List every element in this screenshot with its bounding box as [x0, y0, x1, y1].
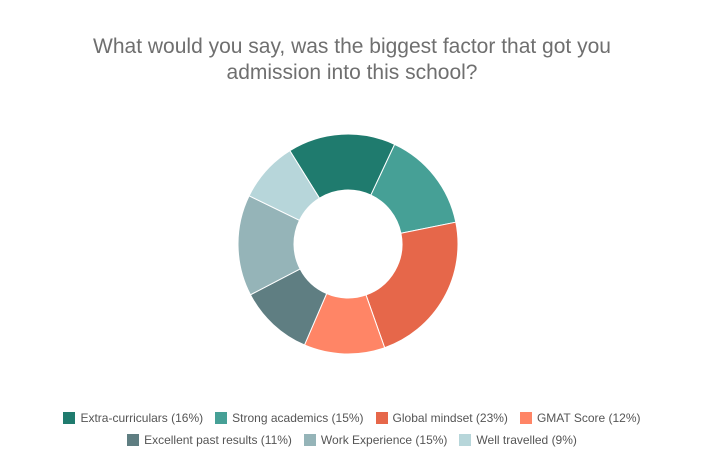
- legend-row-1: Extra-curriculars (16%) Strong academics…: [20, 407, 684, 429]
- legend-item-excellent-past-results[interactable]: Excellent past results (11%): [127, 433, 292, 447]
- legend-label-global-mindset: Global mindset (23%): [392, 411, 508, 425]
- chart-title: What would you say, was the biggest fact…: [40, 34, 664, 86]
- legend-swatch-excellent-past-results: [127, 434, 140, 446]
- slice-global-mindset[interactable]: [365, 221, 459, 349]
- chart-legend: Extra-curriculars (16%) Strong academics…: [20, 407, 684, 451]
- legend-label-excellent-past-results: Excellent past results (11%): [144, 433, 292, 447]
- legend-item-strong-academics[interactable]: Strong academics (15%): [215, 411, 364, 425]
- legend-label-gmat-score: GMAT Score (12%): [536, 411, 641, 425]
- legend-item-gmat-score[interactable]: GMAT Score (12%): [519, 411, 641, 425]
- legend-swatch-global-mindset: [375, 412, 388, 424]
- legend-swatch-strong-academics: [215, 412, 228, 424]
- legend-label-well-travelled: Well travelled (9%): [476, 433, 577, 447]
- legend-row-2: Excellent past results (11%) Work Experi…: [20, 429, 684, 451]
- legend-item-extra-curriculars[interactable]: Extra-curriculars (16%): [63, 411, 203, 425]
- legend-swatch-well-travelled: [459, 434, 472, 446]
- legend-swatch-gmat-score: [519, 412, 532, 424]
- legend-swatch-extra-curriculars: [63, 412, 76, 424]
- legend-label-strong-academics: Strong academics (15%): [232, 411, 364, 425]
- legend-label-extra-curriculars: Extra-curriculars (16%): [80, 411, 204, 425]
- legend-item-global-mindset[interactable]: Global mindset (23%): [375, 411, 508, 425]
- legend-label-work-experience: Work Experience (15%): [320, 433, 448, 447]
- slice-well-travelled[interactable]: [248, 149, 321, 222]
- legend-swatch-work-experience: [303, 434, 316, 446]
- legend-item-work-experience[interactable]: Work Experience (15%): [303, 433, 448, 447]
- chart-title-line-2: admission into this school?: [226, 61, 478, 84]
- chart-title-line-1: What would you say, was the biggest fact…: [93, 35, 611, 58]
- legend-item-well-travelled[interactable]: Well travelled (9%): [459, 433, 577, 447]
